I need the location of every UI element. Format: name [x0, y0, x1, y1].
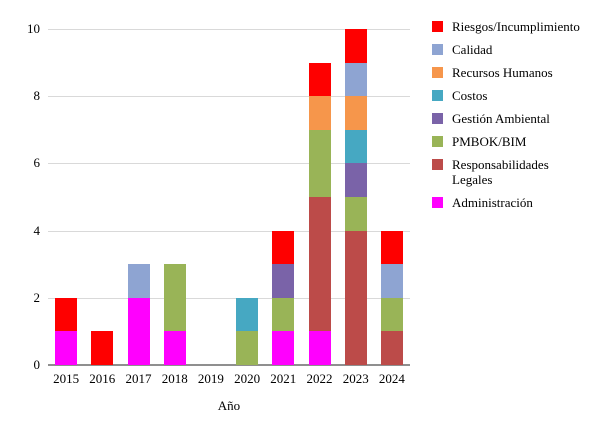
- legend: Riesgos/Incumplimiento Calidad Recursos Hu…: [432, 19, 594, 218]
- x-tick-label: 2022: [306, 371, 333, 386]
- x-tick-label: 2020: [234, 371, 261, 386]
- y-tick-label: 6: [33, 155, 41, 171]
- bar-segment: [308, 62, 331, 97]
- bar-segment: [55, 297, 78, 332]
- bar-segment: [380, 230, 403, 265]
- legend-item: Responsabilidades Legales: [432, 157, 594, 187]
- legend-swatch: [432, 21, 443, 32]
- bar-segment: [344, 29, 367, 63]
- bar-segment: [308, 331, 331, 365]
- legend-label: Costos: [452, 88, 488, 103]
- bar-segment: [308, 197, 331, 332]
- legend-swatch: [432, 136, 443, 147]
- legend-swatch: [432, 44, 443, 55]
- legend-swatch: [432, 67, 443, 78]
- bar-segment: [344, 163, 367, 197]
- legend-label: Responsabilidades Legales: [452, 157, 549, 187]
- bar-segment: [91, 331, 114, 365]
- legend-item: Gestión Ambiental: [432, 111, 594, 126]
- gridline: [48, 29, 410, 30]
- x-axis-line: [48, 364, 410, 366]
- x-tick-label: 2018: [161, 371, 188, 386]
- x-tick-label: 2024: [378, 371, 405, 386]
- bar-segment: [163, 331, 186, 365]
- bar-segment: [308, 129, 331, 197]
- bar-segment: [344, 197, 367, 231]
- x-tick-label: 2023: [342, 371, 369, 386]
- y-tick-label: 4: [33, 222, 41, 238]
- legend-item: Recursos Humanos: [432, 65, 594, 80]
- bar-segment: [380, 264, 403, 298]
- x-tick-label: 2019: [197, 371, 224, 386]
- legend-item: Calidad: [432, 42, 594, 57]
- y-tick-label: 2: [33, 289, 41, 305]
- legend-swatch: [432, 113, 443, 124]
- legend-item: Riesgos/Incumplimiento: [432, 19, 594, 34]
- y-tick-label: 0: [33, 357, 41, 372]
- bar-segment: [272, 230, 295, 265]
- gridline: [48, 96, 410, 98]
- bar-segment: [380, 331, 403, 365]
- x-tick-label: 2017: [125, 371, 152, 386]
- bar-segment: [55, 331, 78, 365]
- legend-swatch: [432, 159, 443, 170]
- legend-label: Calidad: [452, 42, 493, 57]
- legend-swatch: [432, 90, 443, 101]
- legend-item: PMBOK/BIM: [432, 134, 594, 149]
- bar-segment: [127, 264, 150, 298]
- bar-segment: [344, 96, 367, 130]
- x-tick-label: 2015: [53, 371, 80, 386]
- bar-segment: [308, 96, 331, 130]
- legend-item: Costos: [432, 88, 594, 103]
- legend-label: Administración: [452, 195, 533, 210]
- gridline: [48, 230, 410, 232]
- legend-label: Riesgos/Incumplimiento: [452, 19, 580, 34]
- legend-item: Administración: [432, 195, 594, 210]
- legend-label: PMBOK/BIM: [452, 134, 527, 149]
- x-tick-label: 2016: [89, 371, 116, 386]
- gridline: [48, 163, 410, 165]
- y-tick-label: 10: [27, 21, 40, 36]
- y-tick-label: 8: [33, 88, 41, 104]
- legend-label: Recursos Humanos: [452, 65, 553, 80]
- bar-segment: [272, 264, 295, 298]
- legend-swatch: [432, 197, 443, 208]
- bar-segment: [272, 297, 295, 332]
- x-axis-title: Año: [217, 398, 241, 413]
- gridline: [48, 297, 410, 299]
- bar-segment: [236, 297, 259, 332]
- bar-segment: [344, 62, 367, 97]
- plot-area: [48, 29, 410, 366]
- legend-label: Gestión Ambiental: [452, 111, 550, 126]
- bar-segment: [127, 297, 150, 365]
- bar-segment: [344, 129, 367, 164]
- bar-segment: [380, 297, 403, 332]
- bar-segment: [236, 331, 259, 365]
- bar-segment: [163, 264, 186, 332]
- bar-segment: [344, 230, 367, 365]
- bar-segment: [272, 331, 295, 365]
- x-tick-label: 2021: [270, 371, 297, 386]
